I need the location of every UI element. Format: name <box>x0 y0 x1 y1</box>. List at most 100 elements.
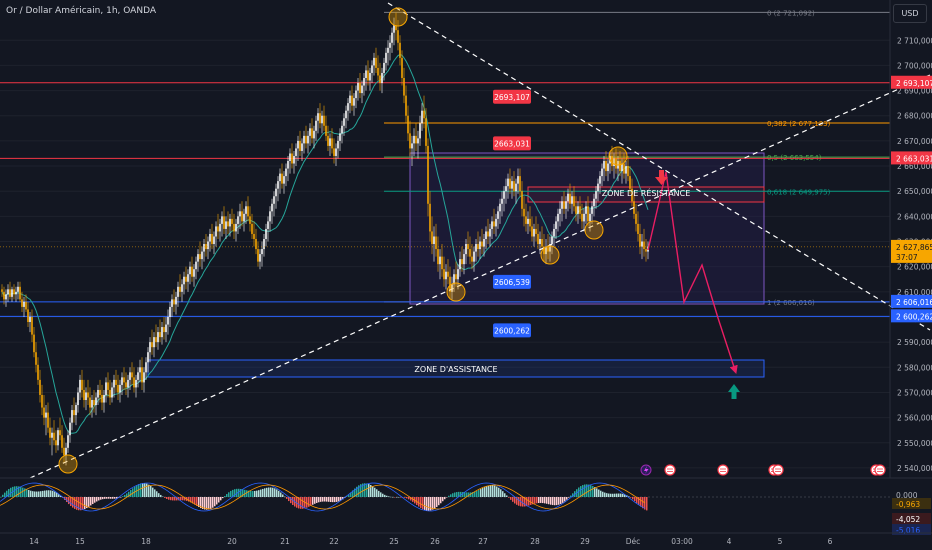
histogram-bar <box>194 497 196 505</box>
candle-body <box>463 254 465 265</box>
histogram-bar <box>550 497 552 505</box>
axis-price-chip <box>891 151 932 165</box>
histogram-bar <box>28 490 30 497</box>
candle-body <box>325 125 327 136</box>
candle-body <box>631 188 633 202</box>
histogram-bar <box>608 493 610 497</box>
histogram-bar <box>598 489 600 497</box>
time-axis[interactable]: 14 15 18 20 21 22 25 26 27 28 29 Déc 03:00 4 5 6 <box>29 537 832 546</box>
event-icons[interactable] <box>640 464 886 476</box>
candle-body <box>561 201 563 209</box>
candle-body <box>621 163 623 172</box>
candle-body <box>533 228 535 237</box>
histogram-bar <box>466 492 468 497</box>
us-flag-icon[interactable] <box>717 464 729 476</box>
candle-body <box>385 52 387 63</box>
candle-body <box>409 133 411 149</box>
histogram-bar <box>492 485 494 497</box>
candle-body <box>391 32 393 43</box>
forecast-path <box>647 171 738 374</box>
histogram-bar <box>86 497 88 509</box>
histogram-bar <box>632 497 634 500</box>
candle-body <box>57 430 59 446</box>
histogram-bar <box>394 497 396 498</box>
histogram-bar <box>138 484 140 497</box>
histogram-bar <box>198 497 200 508</box>
histogram-bar <box>328 497 330 502</box>
histogram-bar <box>52 490 54 497</box>
candle-body <box>181 284 183 292</box>
histogram-bar <box>636 497 638 504</box>
candle-body <box>163 327 165 333</box>
candle-body <box>347 103 349 111</box>
histogram-bar <box>624 494 626 497</box>
us-flag-icon[interactable] <box>664 464 676 476</box>
pivot-markers <box>58 7 628 474</box>
candle-body <box>629 176 631 189</box>
x-tick-label: Déc <box>626 537 641 546</box>
candle-body <box>587 206 589 222</box>
histogram-bar <box>2 494 4 497</box>
candle-body <box>271 203 273 212</box>
histogram-bar <box>112 497 114 499</box>
candle-body <box>505 186 507 192</box>
candle-body <box>267 221 269 229</box>
histogram-bar <box>184 497 186 501</box>
currency-button[interactable]: USD <box>893 4 927 23</box>
candle-body <box>209 233 211 242</box>
descending-trendline[interactable] <box>387 2 931 331</box>
fib-label: 1 (2 606,016) <box>767 299 815 307</box>
histogram-bar <box>126 493 128 497</box>
candle-body <box>263 239 265 250</box>
candle-body <box>319 113 321 124</box>
candle-body <box>513 181 515 192</box>
candle-body <box>459 259 461 270</box>
candle-body <box>257 249 259 262</box>
histogram-bar <box>128 491 130 497</box>
histogram-bar <box>22 487 24 497</box>
candle-body <box>277 181 279 189</box>
us-flag-icon[interactable] <box>874 464 886 476</box>
histogram-bar <box>610 493 612 497</box>
candle-body <box>313 130 315 139</box>
candle-body <box>175 296 177 305</box>
ascending-trendline[interactable] <box>29 74 931 479</box>
histogram-bar <box>510 497 512 500</box>
candle-body <box>315 120 317 131</box>
candle-body <box>329 138 331 146</box>
candle-body <box>361 85 363 94</box>
candle-body <box>177 286 179 297</box>
histogram-bar <box>104 497 106 499</box>
histogram-bar <box>526 497 528 507</box>
histogram-bar <box>164 497 166 498</box>
histogram-bar <box>162 496 164 498</box>
histogram-bar <box>340 497 342 501</box>
candle-body <box>119 384 121 393</box>
candle-body <box>343 118 345 126</box>
candle-body <box>421 110 423 124</box>
histogram-bar <box>564 497 566 502</box>
candle-body <box>341 125 343 134</box>
histogram-bar <box>90 497 92 506</box>
us-flag-icon[interactable] <box>772 464 784 476</box>
histogram-bar <box>250 490 252 497</box>
candle-body <box>153 337 155 348</box>
histogram-bar <box>348 494 350 497</box>
candle-body <box>485 231 487 239</box>
candle-body <box>539 239 541 245</box>
current-price-chip <box>891 239 932 263</box>
histogram-bar <box>548 497 550 505</box>
candle-body <box>537 233 539 245</box>
x-tick-label: 20 <box>227 537 237 546</box>
histogram-bar <box>142 483 144 497</box>
candle-body <box>211 233 213 245</box>
histogram-bar <box>500 489 502 497</box>
histogram-bar <box>486 486 488 497</box>
grid <box>0 39 890 469</box>
support-zone-label: ZONE D'ASSISTANCE <box>414 365 497 374</box>
histogram-bar <box>44 490 46 497</box>
histogram-bar <box>298 497 300 509</box>
histogram-bar <box>238 488 240 497</box>
histogram-bar <box>478 490 480 497</box>
